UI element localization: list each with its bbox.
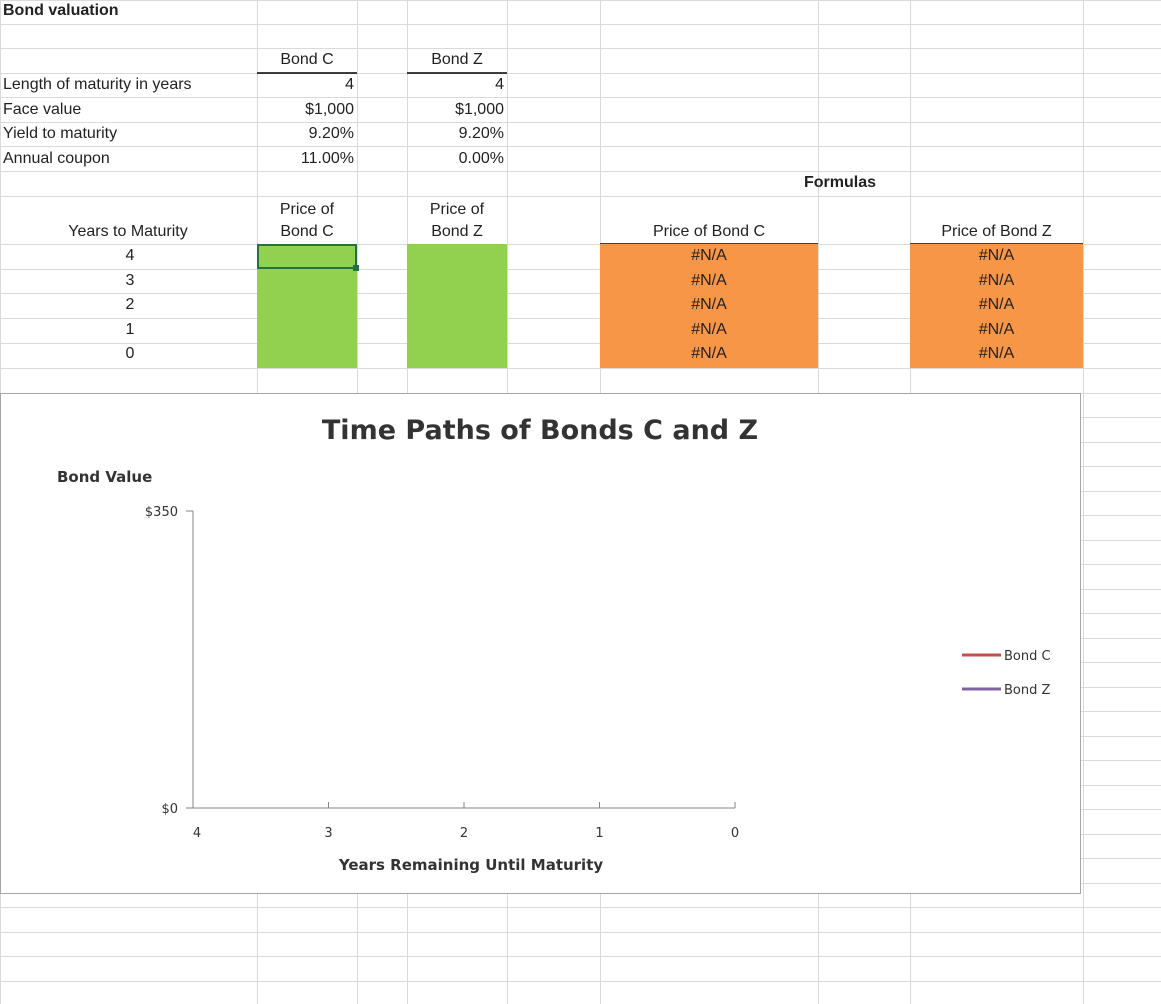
cell: 3 [125,272,135,289]
cell: 9.20% [308,125,354,142]
cell: #N/A [978,321,1015,338]
input-cells [257,244,357,368]
cell: Bond C [280,51,334,68]
x-tick-label: 1 [595,826,603,841]
cell: 11.00% [300,150,354,167]
y-tick-label: $0 [161,802,178,817]
cell: Annual coupon [3,150,110,167]
input-cells [407,244,507,368]
cell: Face value [3,101,82,118]
cell: Formulas [803,174,876,191]
cell: Price of Bond C [652,223,766,240]
cell: #N/A [978,296,1015,313]
cell: #N/A [691,345,727,362]
x-axis-title: Years Remaining Until Maturity [338,856,604,874]
cell: 0 [125,345,135,362]
cell: Price of [279,201,335,218]
cell: 9.20% [458,125,504,142]
cell: Bond Z [431,223,483,240]
cell: 4 [495,76,504,93]
cell: #N/A [978,272,1015,289]
cell: 1 [125,321,135,338]
cell: 4 [125,247,135,264]
cell: #N/A [691,321,727,338]
cell: $1,000 [305,101,354,118]
x-tick-label: 0 [731,826,739,841]
fill-handle [353,265,359,271]
x-tick-label: 2 [460,826,468,841]
y-axis-title: Bond Value [57,468,152,486]
cell: 0.00% [458,150,504,167]
cell: $1,000 [455,101,504,118]
cell: #N/A [691,296,727,313]
cell: Bond valuation [3,2,119,19]
cell: Price of [429,201,485,218]
cell: 4 [345,76,354,93]
cell: #N/A [978,345,1015,362]
cell: 2 [125,296,135,313]
formula-cells [600,244,818,368]
cell: Bond Z [431,51,483,68]
legend-label: Bond C [1004,649,1051,664]
chart-border [0,393,1081,894]
chart: Time Paths of Bonds C and Z Bond Value Y… [0,393,1081,894]
y-tick-label: $350 [145,505,178,520]
cell: Bond C [280,223,334,240]
cell: #N/A [978,247,1015,264]
legend-label: Bond Z [1004,683,1050,698]
cell: #N/A [691,272,727,289]
cell: #N/A [691,247,727,264]
formula-cells [910,244,1083,368]
selected-cell [257,244,357,269]
chart-title: Time Paths of Bonds C and Z [322,415,758,446]
cell: Price of Bond Z [941,223,1052,240]
x-tick-label: 3 [324,826,332,841]
cell: Yield to maturity [3,125,118,142]
cell: Years to Maturity [68,223,188,240]
cell: Length of maturity in years [3,76,192,93]
x-tick-label: 4 [193,826,201,841]
